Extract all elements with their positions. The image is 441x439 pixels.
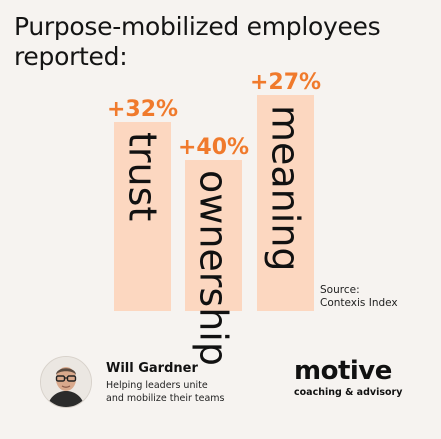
source-note: Source: Contexis Index bbox=[320, 284, 398, 310]
value-label-ownership: +40% bbox=[178, 135, 249, 160]
logo-subtitle: coaching & advisory bbox=[294, 387, 403, 398]
source-name: Contexis Index bbox=[320, 297, 398, 309]
logo-wordmark: motive bbox=[294, 356, 392, 386]
page-title: Purpose-mobilized employees reported: bbox=[14, 12, 381, 71]
author-name: Will Gardner bbox=[106, 361, 198, 376]
person-portrait-icon bbox=[41, 357, 91, 407]
author-block: Will Gardner Helping leaders unite and m… bbox=[40, 356, 240, 412]
author-tagline-line1: Helping leaders unite bbox=[106, 380, 208, 391]
author-tagline: Helping leaders unite and mobilize their… bbox=[106, 380, 246, 405]
category-label-meaning: meaning bbox=[264, 105, 308, 272]
author-tagline-line2: and mobilize their teams bbox=[106, 392, 225, 404]
value-label-trust: +32% bbox=[107, 97, 178, 122]
category-label-trust: trust bbox=[121, 132, 165, 221]
bar-meaning bbox=[257, 95, 314, 311]
bar-trust bbox=[114, 122, 171, 311]
source-label: Source: bbox=[320, 284, 360, 296]
avatar bbox=[40, 356, 92, 408]
bar-ownership bbox=[185, 160, 242, 311]
category-label-ownership: ownership bbox=[192, 170, 236, 366]
value-label-meaning: +27% bbox=[250, 70, 321, 95]
brand-logo: motive coaching & advisory bbox=[294, 358, 404, 398]
